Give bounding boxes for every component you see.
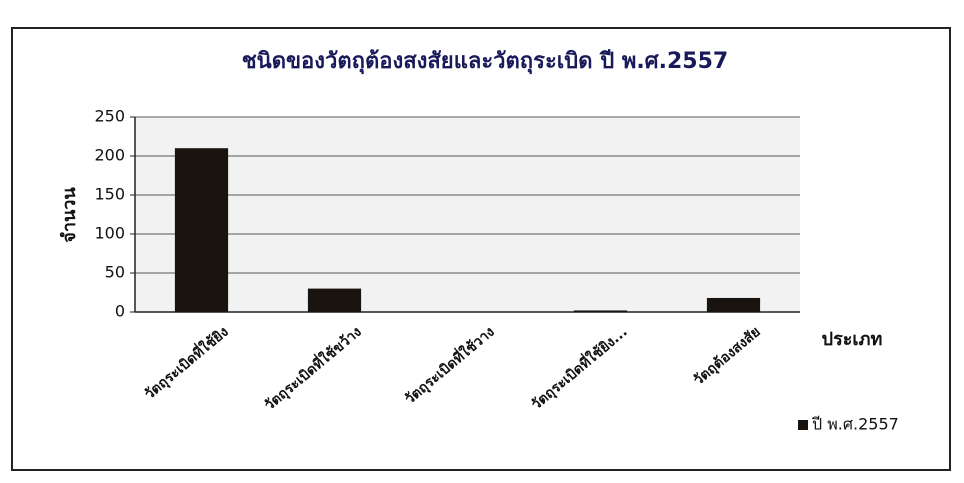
bar	[307, 288, 362, 312]
y-tick-label: 150	[94, 185, 125, 204]
bar	[573, 310, 628, 312]
legend-label: ปี พ.ศ.2557	[812, 415, 899, 434]
x-axis-title: ประเภท	[822, 329, 883, 350]
y-tick-label: 250	[94, 107, 125, 126]
legend-swatch	[798, 420, 808, 430]
y-tick-label: 50	[105, 263, 125, 282]
bar	[174, 148, 229, 312]
y-tick-label: 100	[94, 224, 125, 243]
y-tick-label: 200	[94, 146, 125, 165]
chart-title: ชนิดของวัตถุต้องสงสัยและวัตถุระเบิด ปี พ…	[242, 49, 728, 75]
y-axis-title: จำนวน	[59, 187, 80, 243]
bar	[706, 297, 761, 312]
y-tick-label: 0	[115, 302, 125, 321]
plot-area	[135, 117, 800, 312]
